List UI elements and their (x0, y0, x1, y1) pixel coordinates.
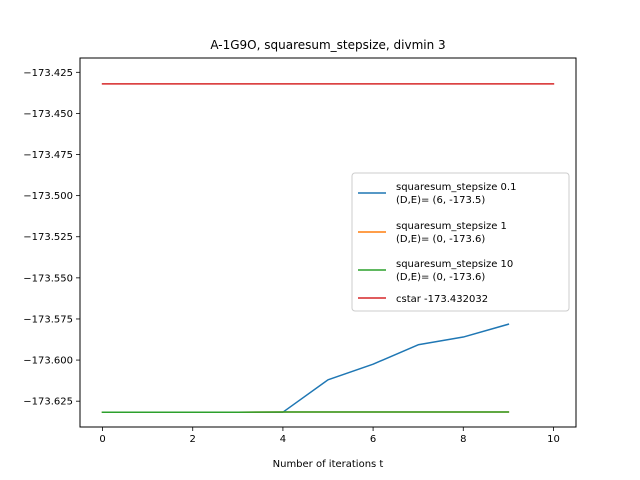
y-tick-label-1: −173.450 (23, 109, 73, 120)
y-tick-label-2: −173.475 (23, 150, 73, 161)
series-layer (101, 83, 555, 413)
x-tick-label-1: 2 (190, 434, 196, 445)
x-tick-label-5: 10 (547, 434, 560, 445)
legend-label-2: squaresum_stepsize 10 (396, 259, 513, 270)
legend-label-0: squaresum_stepsize 0.1 (396, 182, 516, 193)
y-tick-label-6: −173.575 (23, 314, 73, 325)
y-ticks: −173.425 −173.450 −173.475 −173.500 −173.525… (23, 68, 80, 408)
y-tick-label-8: −173.625 (23, 397, 73, 408)
x-tick-label-3: 6 (370, 434, 376, 445)
y-tick-label-0: −173.425 (23, 68, 73, 79)
legend-sublabel-1: (D,E)= (0, -173.6) (396, 234, 485, 245)
legend-label-3: cstar -173.432032 (396, 294, 488, 305)
legend-sublabel-0: (D,E)= (6, -173.5) (396, 195, 485, 206)
plot-frame (79, 57, 577, 428)
x-tick-label-4: 8 (460, 434, 466, 445)
x-tick-label-2: 4 (280, 434, 286, 445)
y-tick-label-5: −173.550 (23, 273, 73, 284)
x-ticks: 0 2 4 6 8 10 (99, 427, 560, 445)
y-tick-label-7: −173.600 (23, 356, 73, 367)
y-tick-label-3: −173.500 (23, 191, 73, 202)
legend: squaresum_stepsize 0.1 (D,E)= (6, -173.5)… (351, 172, 570, 312)
chart-title: A-1G9O, squaresum_stepsize, divmin 3 (210, 38, 445, 52)
x-axis-label: Number of iterations t (273, 459, 384, 470)
x-tick-label-0: 0 (99, 434, 105, 445)
legend-sublabel-2: (D,E)= (0, -173.6) (396, 272, 485, 283)
legend-label-1: squaresum_stepsize 1 (396, 221, 507, 232)
legend-box (351, 172, 570, 312)
y-tick-label-4: −173.525 (23, 232, 73, 243)
